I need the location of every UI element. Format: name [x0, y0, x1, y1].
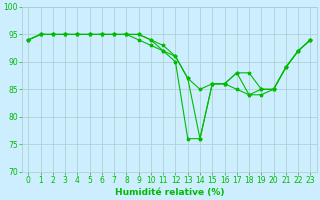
X-axis label: Humidité relative (%): Humidité relative (%) [115, 188, 224, 197]
